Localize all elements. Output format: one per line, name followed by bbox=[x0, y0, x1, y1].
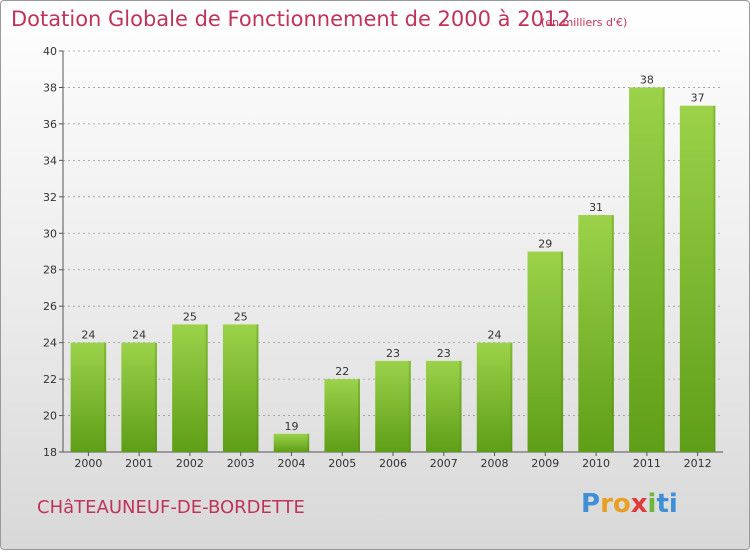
bar bbox=[578, 215, 614, 452]
bar-shade bbox=[154, 342, 157, 452]
bar-value-label: 37 bbox=[691, 92, 705, 105]
bar bbox=[679, 105, 716, 452]
bar-value-label: 25 bbox=[183, 310, 197, 323]
proxiti-logo[interactable]: Proxiti bbox=[581, 489, 678, 519]
bar-value-label: 24 bbox=[132, 329, 146, 342]
x-tick-label: 2008 bbox=[481, 457, 509, 470]
chart-subtitle: (en milliers d'€) bbox=[541, 16, 628, 29]
town-name: CHâTEAUNEUF-DE-BORDETTE bbox=[37, 497, 305, 518]
bar-shade bbox=[205, 324, 208, 452]
logo-letter: r bbox=[600, 489, 613, 519]
bar bbox=[324, 379, 360, 452]
bar-shade bbox=[459, 360, 462, 452]
y-tick-label: 20 bbox=[43, 410, 57, 423]
y-tick-label: 36 bbox=[43, 118, 57, 131]
x-tick-label: 2007 bbox=[430, 457, 458, 470]
bar-shade bbox=[408, 360, 411, 452]
bar-shade bbox=[510, 342, 513, 452]
bar-value-label: 23 bbox=[437, 347, 451, 360]
bar bbox=[527, 251, 564, 452]
bar-shade bbox=[307, 433, 310, 452]
y-tick-label: 30 bbox=[43, 227, 57, 240]
bar bbox=[70, 342, 107, 452]
y-tick-label: 26 bbox=[43, 300, 57, 313]
bar bbox=[426, 360, 462, 452]
y-tick-label: 18 bbox=[43, 446, 57, 459]
bar-value-label: 24 bbox=[81, 329, 95, 342]
bar-shade bbox=[358, 379, 360, 452]
y-tick-label: 24 bbox=[43, 337, 57, 350]
y-tick-label: 34 bbox=[43, 154, 57, 167]
logo-letter: ti bbox=[656, 489, 678, 519]
x-tick-label: 2010 bbox=[582, 457, 610, 470]
bars bbox=[70, 87, 716, 453]
y-tick-label: 38 bbox=[43, 81, 57, 94]
bar bbox=[222, 324, 259, 452]
logo-letter: o bbox=[612, 489, 631, 519]
bar-value-label: 29 bbox=[538, 238, 552, 251]
bar-shade bbox=[713, 105, 716, 452]
x-tick-label: 2006 bbox=[379, 457, 407, 470]
logo-letter: x bbox=[630, 489, 648, 519]
x-tick-label: 2003 bbox=[227, 457, 255, 470]
data-labels: 24 24 25 25 19 22 23 23 24 29 31 38 37 bbox=[81, 73, 704, 432]
bar bbox=[121, 342, 157, 452]
bar-value-label: 22 bbox=[335, 365, 349, 378]
x-tick-label: 2011 bbox=[633, 457, 661, 470]
bar-value-label: 24 bbox=[488, 329, 502, 342]
x-tick-label: 2001 bbox=[125, 457, 153, 470]
bar-value-label: 31 bbox=[589, 201, 603, 214]
bar bbox=[476, 342, 513, 452]
logo-letter: i bbox=[647, 489, 657, 519]
bar-value-label: 19 bbox=[284, 420, 298, 433]
bar-value-label: 25 bbox=[234, 310, 248, 323]
chart-title: Dotation Globale de Fonctionnement de 20… bbox=[11, 7, 571, 31]
x-tick-label: 2000 bbox=[74, 457, 102, 470]
x-tick-label: 2009 bbox=[531, 457, 559, 470]
x-tick-label: 2005 bbox=[328, 457, 356, 470]
y-tick-label: 40 bbox=[43, 45, 57, 58]
bar bbox=[172, 324, 208, 452]
x-tick-label: 2004 bbox=[277, 457, 305, 470]
bar-value-label: 23 bbox=[386, 347, 400, 360]
bar bbox=[273, 433, 310, 452]
y-tick-label: 22 bbox=[43, 373, 57, 386]
x-tick-label: 2012 bbox=[684, 457, 712, 470]
y-tick-label: 32 bbox=[43, 191, 57, 204]
bar-shade bbox=[561, 251, 564, 452]
y-tick-label: 28 bbox=[43, 264, 57, 277]
bar-shade bbox=[611, 215, 614, 452]
bar-value-label: 38 bbox=[640, 73, 654, 86]
logo-letter: P bbox=[581, 489, 601, 519]
bar-shade bbox=[104, 342, 107, 452]
bar-shade bbox=[256, 324, 259, 452]
bar bbox=[375, 360, 411, 452]
x-tick-label: 2002 bbox=[176, 457, 204, 470]
bar-shade bbox=[662, 87, 665, 453]
bar bbox=[629, 87, 665, 453]
